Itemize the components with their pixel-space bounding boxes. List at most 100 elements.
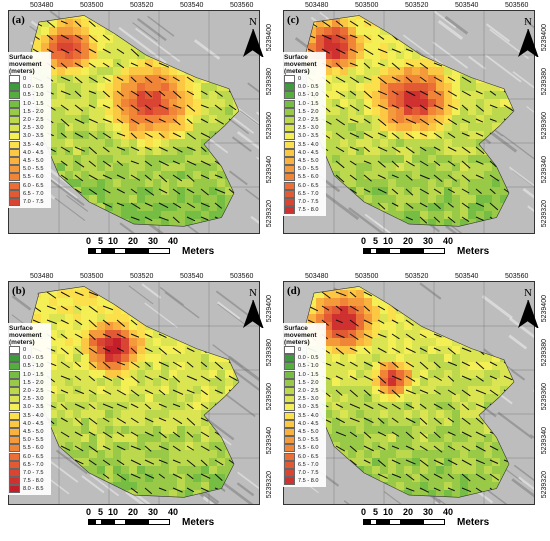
legend-swatch xyxy=(284,140,295,149)
displacement-cell xyxy=(233,378,239,386)
legend-label: 2.5 - 3.0 xyxy=(23,396,44,403)
motion-vector xyxy=(130,361,140,368)
legend-label: 1.0 - 1.5 xyxy=(23,371,44,378)
displacement-cell xyxy=(396,115,404,123)
displacement-cell xyxy=(420,482,428,490)
displacement-cell xyxy=(65,354,73,362)
displacement-cell xyxy=(340,330,348,338)
displacement-cell xyxy=(340,155,348,163)
scale-segment xyxy=(102,248,114,254)
displacement-cell xyxy=(356,370,364,378)
displacement-cell xyxy=(137,51,145,59)
displacement-cell xyxy=(169,131,177,139)
motion-vector xyxy=(60,160,68,166)
displacement-cell xyxy=(89,67,97,75)
legend-swatch xyxy=(9,124,20,133)
scale-segment xyxy=(389,248,401,254)
displacement-cell xyxy=(340,107,348,115)
displacement-cell xyxy=(436,83,444,91)
motion-vector xyxy=(102,132,112,139)
displacement-cell xyxy=(161,179,169,187)
motion-vector xyxy=(172,417,183,425)
displacement-cell xyxy=(129,99,137,107)
displacement-cell xyxy=(201,163,209,171)
motion-vector xyxy=(447,90,457,97)
displacement-cell xyxy=(145,163,153,171)
displacement-cell xyxy=(396,179,404,187)
displacement-cell xyxy=(404,402,412,410)
displacement-cell xyxy=(137,163,145,171)
motion-vector xyxy=(88,20,96,28)
motion-vector xyxy=(130,487,138,494)
motion-vector xyxy=(363,174,372,182)
displacement-cell xyxy=(81,107,89,115)
hillshade-texture xyxy=(481,294,513,320)
displacement-cell xyxy=(428,354,436,362)
displacement-cell xyxy=(89,402,97,410)
displacement-cell xyxy=(153,75,161,83)
displacement-cell xyxy=(332,378,340,386)
displacement-cell xyxy=(444,91,452,99)
displacement-cell xyxy=(73,35,81,43)
displacement-cell xyxy=(428,466,436,474)
displacement-cell xyxy=(89,139,97,147)
displacement-cell xyxy=(217,386,225,394)
displacement-cell xyxy=(444,378,452,386)
displacement-cell xyxy=(388,67,396,75)
motion-vector xyxy=(60,417,68,423)
displacement-cell xyxy=(396,394,404,402)
displacement-cell xyxy=(73,338,81,346)
motion-vector xyxy=(200,473,211,479)
displacement-cell xyxy=(209,474,217,482)
displacement-cell xyxy=(372,330,380,338)
displacement-cell xyxy=(129,330,137,338)
displacement-cell xyxy=(332,35,340,43)
displacement-cell xyxy=(492,179,500,187)
displacement-cell xyxy=(153,418,161,426)
displacement-cell xyxy=(340,386,348,394)
displacement-cell xyxy=(89,163,97,171)
displacement-cell xyxy=(348,354,356,362)
motion-vector xyxy=(116,160,123,167)
displacement-cell xyxy=(137,370,145,378)
displacement-cell xyxy=(356,99,364,107)
displacement-cell xyxy=(412,402,420,410)
displacement-cell xyxy=(428,171,436,179)
displacement-cell xyxy=(356,362,364,370)
displacement-cell xyxy=(105,83,113,91)
displacement-cell xyxy=(145,107,153,115)
displacement-cell xyxy=(372,370,380,378)
motion-vector xyxy=(433,160,441,166)
scale-segment xyxy=(126,248,148,254)
displacement-cell xyxy=(97,354,105,362)
displacement-cell xyxy=(396,43,404,51)
legend-swatch xyxy=(9,419,20,428)
motion-vector xyxy=(363,160,371,165)
displacement-cell xyxy=(476,211,484,219)
displacement-cell xyxy=(113,203,121,211)
x-tick-label: 503560 xyxy=(505,273,529,280)
displacement-cell xyxy=(177,426,185,434)
displacement-cell xyxy=(209,450,217,458)
displacement-cell xyxy=(340,67,348,75)
motion-vector xyxy=(228,375,238,382)
displacement-cell xyxy=(372,322,380,330)
displacement-cell xyxy=(145,179,153,187)
displacement-cell xyxy=(444,99,452,107)
motion-vector xyxy=(60,146,71,153)
displacement-cell xyxy=(201,458,209,466)
displacement-cell xyxy=(137,83,145,91)
displacement-cell xyxy=(428,490,436,498)
displacement-cell xyxy=(193,466,201,474)
motion-vector xyxy=(377,188,387,194)
displacement-cell xyxy=(404,59,412,67)
y-tick-label: 5239320 xyxy=(541,200,548,228)
displacement-cell xyxy=(57,99,65,107)
displacement-cell xyxy=(412,434,420,442)
motion-vector xyxy=(102,146,110,153)
displacement-cell xyxy=(388,187,396,195)
displacement-cell xyxy=(412,115,420,123)
displacement-cell xyxy=(428,458,436,466)
displacement-cell xyxy=(81,171,89,179)
displacement-cell xyxy=(396,147,404,155)
